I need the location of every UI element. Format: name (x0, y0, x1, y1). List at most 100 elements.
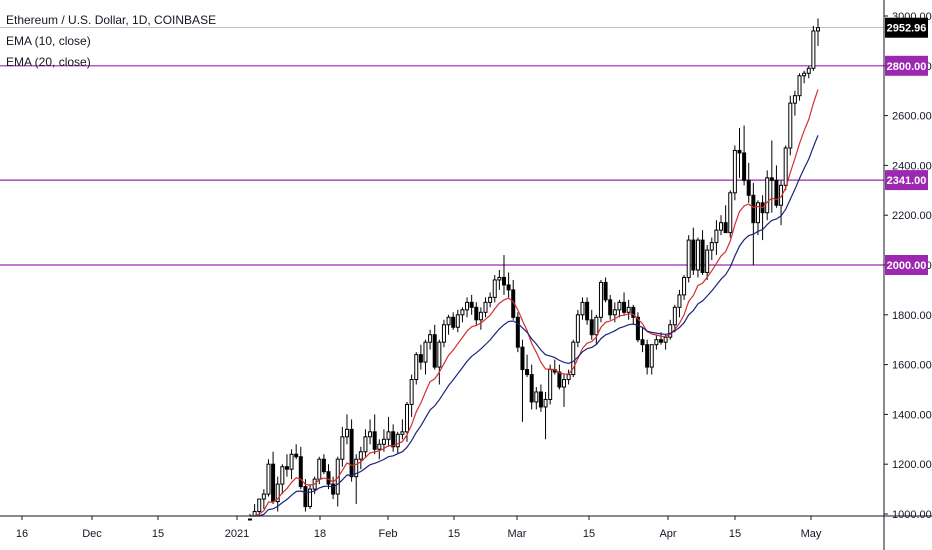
candle-body (501, 276, 506, 286)
last-price-label: 2952.96 (887, 23, 927, 35)
candle-body (792, 95, 797, 104)
candle-body (806, 67, 811, 74)
candles (248, 18, 820, 521)
candle-body (769, 177, 774, 181)
candle-body (520, 346, 525, 371)
candle-body (465, 301, 470, 311)
candle-body (654, 339, 659, 346)
candle-body (460, 309, 465, 316)
level-tag (885, 170, 928, 191)
time-tick-label: 18 (314, 528, 326, 540)
candle-body (492, 279, 497, 298)
candle-body (557, 371, 562, 388)
candle-body (622, 301, 627, 313)
candle-body (529, 374, 534, 403)
candle-body (289, 453, 294, 470)
candle-body (732, 149, 737, 194)
candle-body (635, 316, 640, 341)
candle-body (585, 301, 590, 321)
candle-body (271, 463, 276, 503)
candle-body (488, 296, 493, 303)
time-tick-label: Feb (379, 528, 398, 540)
candle-body (405, 403, 410, 433)
level-tag-label: 2800.00 (887, 61, 927, 73)
candle-body (432, 334, 437, 368)
candle-body (308, 488, 313, 508)
candle-body (298, 456, 303, 488)
candle-body (663, 336, 668, 343)
candle-body (691, 239, 696, 271)
candle-body (321, 458, 326, 473)
price-tick-label: 1800.00 (892, 310, 932, 322)
time-axis[interactable]: 16 Dec 15 2021 18 Feb 15 Mar 15 Apr 15 May (0, 515, 932, 540)
candle-body (608, 299, 613, 316)
candle-body (543, 398, 548, 408)
candle-body (774, 179, 779, 206)
candle-body (344, 428, 349, 438)
ema-20-line (250, 135, 819, 517)
candle-body (538, 391, 543, 408)
time-tick-label: 15 (152, 528, 164, 540)
candle-body (441, 324, 446, 343)
candle-body (455, 314, 460, 328)
candle-body (700, 239, 705, 273)
candle-body (571, 341, 576, 376)
candle-body (755, 202, 760, 224)
candle-body (705, 249, 710, 273)
symbol-title: Ethereum / U.S. Dollar, 1D, COINBASE (6, 13, 217, 27)
candle-body (377, 443, 382, 450)
candle-body (783, 147, 788, 186)
ema-10-label: EMA (10, close) (6, 34, 91, 48)
candle-body (719, 222, 724, 231)
candle-body (626, 306, 631, 313)
candle-body (437, 341, 442, 368)
candle-body (257, 498, 262, 513)
candle-body (372, 431, 377, 450)
candle-body (340, 436, 345, 460)
candle-body (695, 239, 700, 271)
price-tick-label: 1200.00 (892, 459, 932, 471)
candle-body (303, 486, 308, 508)
candle-body (451, 316, 456, 328)
candle-body (395, 433, 400, 448)
candle-body (566, 374, 571, 381)
candle-body (751, 194, 756, 224)
candle-body (326, 471, 331, 485)
candle-body (525, 369, 530, 376)
ema-20-label: EMA (20, close) (6, 55, 91, 69)
price-tick-label: 1400.00 (892, 409, 932, 421)
candle-body (649, 344, 654, 368)
candle-body (802, 72, 807, 77)
candle-body (728, 192, 733, 234)
candle-body (631, 306, 636, 318)
candle-body (709, 242, 714, 251)
candle-body (515, 316, 520, 348)
candle-body (723, 222, 728, 234)
level-tag-label: 2341.00 (887, 175, 927, 187)
time-tick-label: Apr (659, 528, 676, 540)
candle-body (386, 431, 391, 440)
candle-body (363, 436, 368, 453)
candle-body (562, 379, 567, 388)
candle-body (423, 341, 428, 363)
candle-body (640, 339, 645, 346)
price-tick-label: 1000.00 (892, 509, 932, 521)
candle-body (682, 276, 687, 296)
chart-legend: Ethereum / U.S. Dollar, 1D, COINBASE EMA… (6, 10, 216, 73)
candle-body (391, 431, 396, 448)
price-tick-label: 2400.00 (892, 160, 932, 172)
candle-body (816, 27, 820, 32)
level-tag-label: 2000.00 (887, 260, 927, 272)
candle-body (284, 466, 289, 470)
candle-body (788, 102, 793, 149)
candle-body (617, 301, 622, 311)
candle-body (261, 493, 266, 500)
candle-body (714, 229, 719, 244)
candle-body (483, 301, 488, 313)
candle-body (645, 344, 650, 368)
candle-body (548, 369, 553, 400)
candle-body (428, 334, 433, 343)
time-tick-label: 15 (729, 528, 741, 540)
candle-body (506, 284, 511, 291)
